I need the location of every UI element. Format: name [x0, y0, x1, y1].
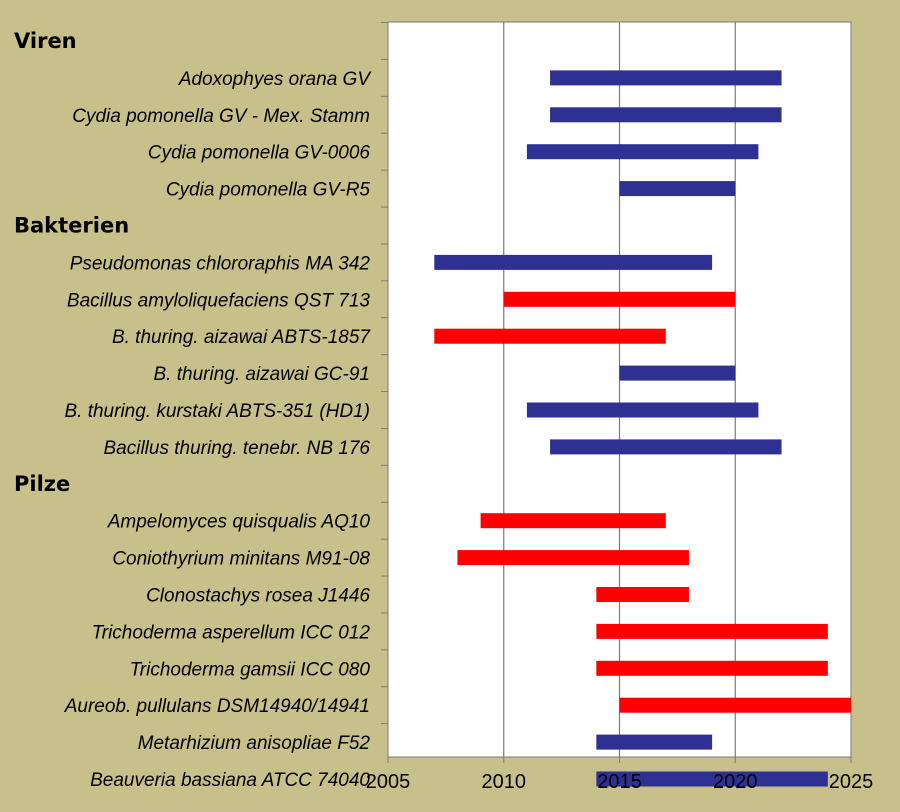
bar-red: [503, 291, 736, 307]
row-label: Metarhizium anisopliae F52: [138, 733, 371, 754]
row-label: Trichoderma asperellum ICC 012: [92, 622, 371, 643]
row-label: Cydia pomonella GV-R5: [166, 180, 371, 201]
row-label: Trichoderma gamsii ICC 080: [130, 659, 371, 680]
bar-red: [619, 697, 851, 713]
bar-blue: [434, 254, 713, 270]
x-axis: 2005 2010 2015 2020 2025: [366, 22, 874, 793]
row-label: Coniothyrium minitans M91-08: [112, 549, 370, 570]
row-label: Cydia pomonella GV - Mex. Stamm: [72, 106, 370, 127]
row-label: Pseudomonas chlororaphis MA 342: [70, 253, 371, 274]
bar-red: [480, 513, 666, 529]
x-tick-label: 2015: [597, 771, 642, 793]
bar-blue: [619, 365, 736, 381]
row-label: Beauveria bassiana ATCC 74040: [90, 770, 370, 791]
group-label-viren: Viren: [14, 29, 77, 53]
group-label-pilze: Pilze: [14, 472, 70, 496]
bar-red: [596, 660, 828, 676]
row-label: Cydia pomonella GV-0006: [148, 143, 371, 164]
x-tick-label: 2010: [482, 771, 527, 793]
x-tick-label: 2020: [713, 771, 758, 793]
bar-red: [596, 623, 828, 639]
row-label: Bacillus amyloliquefaciens QST 713: [67, 290, 371, 311]
row-label: B. thuring. aizawai ABTS-1857: [112, 327, 371, 348]
bar-blue: [550, 70, 782, 86]
x-tick-label: 2025: [829, 771, 874, 793]
row-label: Ampelomyces quisqualis AQ10: [107, 512, 371, 533]
bar-red: [596, 587, 689, 602]
bar-blue: [619, 181, 736, 197]
group-label-bakterien: Bakterien: [14, 214, 129, 238]
row-label: Adoxophyes orana GV: [178, 69, 373, 90]
row-label: Aureob. pullulans DSM14940/14941: [64, 696, 370, 717]
bar-blue: [526, 402, 759, 418]
bar-blue: [550, 439, 782, 455]
bar-blue: [596, 734, 713, 750]
x-tick-label: 2005: [366, 771, 411, 793]
bar-red: [434, 328, 666, 344]
bar-blue: [596, 771, 828, 787]
bars: [434, 70, 851, 787]
row-label: Bacillus thuring. tenebr. NB 176: [103, 438, 370, 459]
row-label: Clonostachys rosea J1446: [146, 586, 370, 607]
bar-blue: [550, 107, 782, 123]
row-labels: Viren Adoxophyes orana GV Cydia pomonella …: [14, 29, 372, 791]
bar-blue: [526, 144, 759, 160]
row-label: B. thuring. aizawai GC-91: [154, 364, 371, 385]
bar-red: [457, 550, 689, 566]
row-label: B. thuring. kurstaki ABTS-351 (HD1): [64, 401, 370, 422]
